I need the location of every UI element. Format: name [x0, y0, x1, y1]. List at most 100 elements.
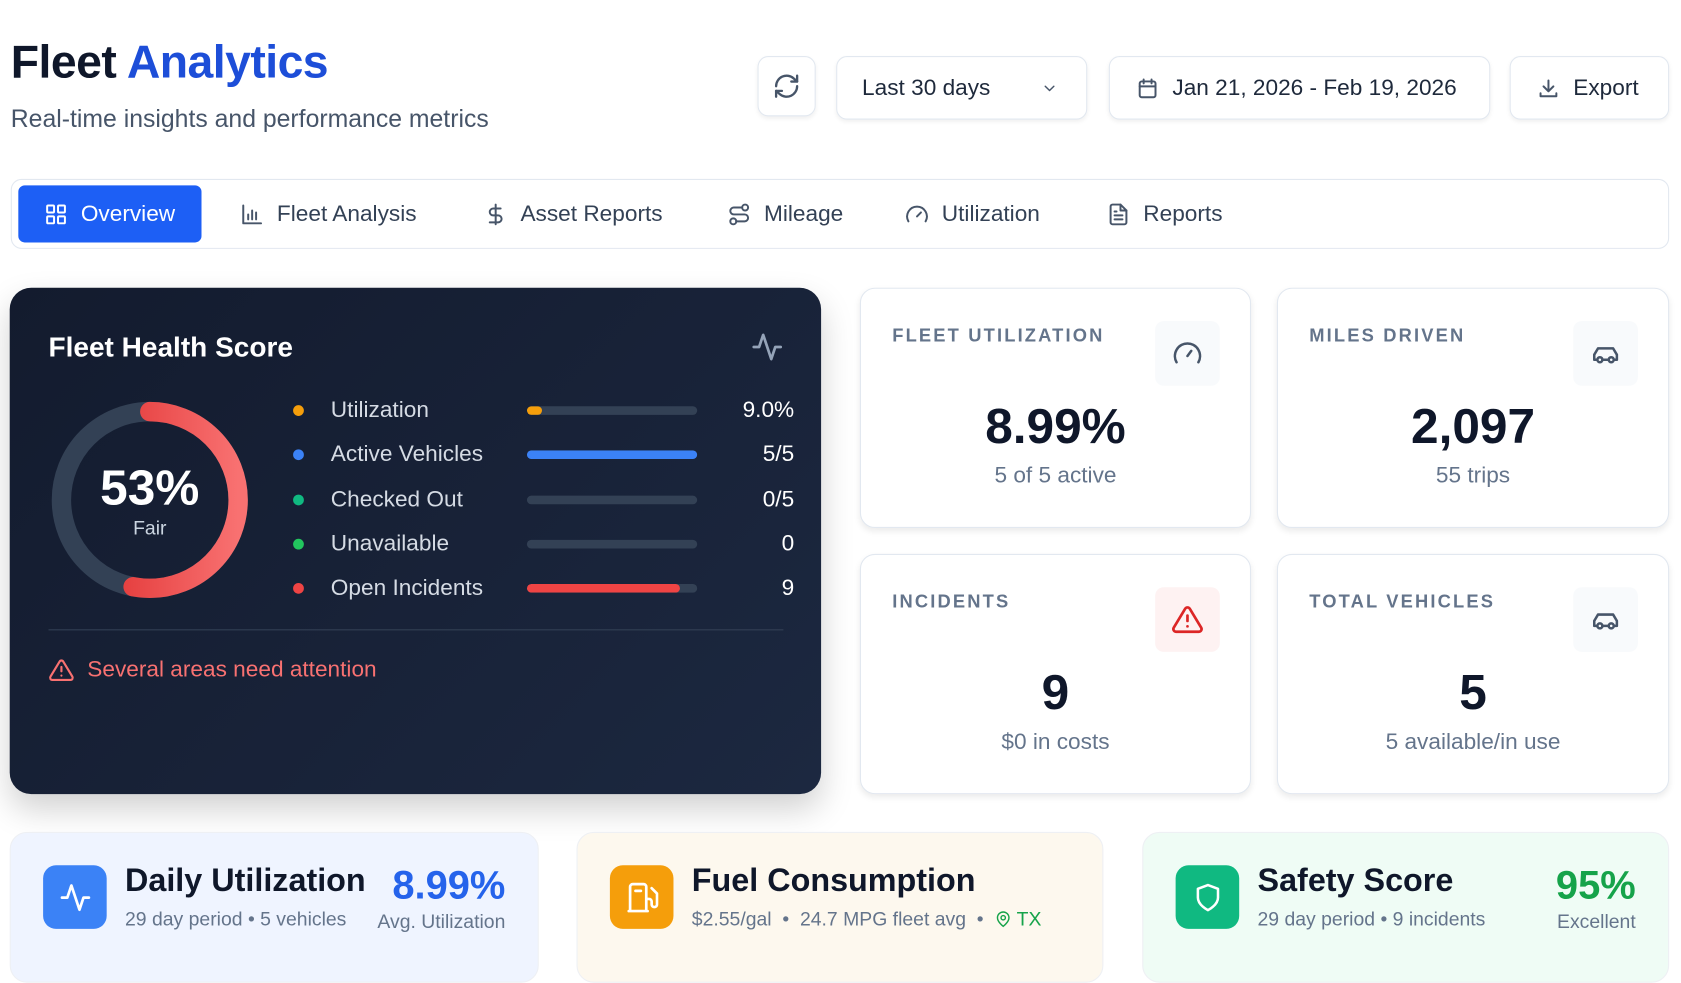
value-caption: Avg. Utilization: [377, 910, 506, 933]
safety-score-value: 95%: [1555, 863, 1636, 908]
activity-icon: [752, 333, 783, 361]
metric-value: 9.0%: [742, 397, 795, 423]
stat-label: TOTAL VEHICLES: [1309, 591, 1496, 613]
period: 29 day period: [1257, 908, 1376, 930]
stat-value: 8.99%: [985, 397, 1126, 454]
stat-card-incidents: INCIDENTS 9 $0 in costs: [859, 553, 1252, 795]
health-metric-row: Checked Out 0/5: [288, 483, 794, 515]
stat-value: 5: [1459, 663, 1487, 720]
health-metric-row: Active Vehicles 5/5: [288, 439, 794, 471]
metric-value: 9: [781, 575, 795, 601]
card-subtitle: $2.55/gal • 24.7 MPG fleet avg • TX: [691, 908, 1042, 930]
grid-icon: [46, 204, 66, 224]
car-icon: [1573, 321, 1638, 386]
daily-utilization-card[interactable]: Daily Utilization 29 day period • 5 vehi…: [9, 831, 539, 983]
tab-reports[interactable]: Reports: [1107, 185, 1223, 242]
metric-progress-bar: [526, 450, 698, 460]
car-icon: [1573, 587, 1638, 652]
bar-chart-icon: [242, 204, 263, 224]
status-dot: [293, 405, 304, 416]
tab-label: Fleet Analysis: [276, 200, 417, 226]
refresh-button[interactable]: [757, 56, 816, 117]
map-pin-icon: [996, 911, 1010, 928]
calendar-icon: [1138, 77, 1157, 98]
export-label: Export: [1573, 74, 1639, 100]
gauge-icon: [1155, 321, 1220, 386]
download-icon: [1539, 78, 1558, 97]
stat-value: 9: [1041, 663, 1070, 720]
tab-overview[interactable]: Overview: [18, 185, 201, 243]
stat-sub: 5 of 5 active: [994, 463, 1117, 489]
alert-triangle-icon: [1155, 587, 1220, 652]
stat-sub: 5 available/in use: [1385, 729, 1561, 755]
file-text-icon: [1109, 203, 1128, 225]
status-dot: [293, 494, 304, 505]
safety-score-card[interactable]: Safety Score 29 day period • 9 incidents…: [1142, 831, 1670, 983]
stat-label: INCIDENTS: [892, 591, 1011, 613]
location-text: TX: [1016, 908, 1042, 930]
vehicles: 5 vehicles: [260, 908, 347, 930]
tab-utilization[interactable]: Utilization: [905, 185, 1040, 242]
metric-label: Open Incidents: [330, 575, 484, 601]
stat-card-fleet-utilization: FLEET UTILIZATION 8.99% 5 of 5 active: [859, 287, 1252, 529]
metric-progress-fill: [526, 450, 698, 460]
health-metric-row: Unavailable 0: [288, 528, 794, 560]
stat-value: 2,097: [1410, 397, 1536, 454]
card-title: Daily Utilization: [124, 863, 366, 899]
stat-card-miles-driven: MILES DRIVEN 2,097 55 trips: [1276, 287, 1670, 529]
export-button[interactable]: Export: [1509, 56, 1670, 120]
metric-progress-fill: [526, 406, 543, 415]
tab-asset-reports[interactable]: Asset Reports: [484, 185, 663, 242]
metric-value: 0: [781, 531, 795, 556]
fuel-mpg: 24.7 MPG fleet avg: [799, 908, 967, 930]
date-range-select[interactable]: Last 30 days: [836, 56, 1088, 120]
metric-progress-bar: [526, 539, 698, 549]
activity-icon: [43, 865, 107, 929]
refresh-icon: [774, 74, 799, 98]
location: TX: [994, 908, 1041, 930]
stat-sub: $0 in costs: [1001, 729, 1110, 755]
stat-sub: 55 trips: [1435, 463, 1511, 489]
card-title: Fuel Consumption: [691, 863, 976, 899]
daily-utilization-value: 8.99%: [392, 863, 506, 908]
tab-bar: Overview Fleet Analysis Asset Reports Mi…: [10, 178, 1670, 249]
fuel-price: $2.55/gal: [691, 908, 772, 930]
status-dot: [293, 449, 304, 461]
alert-triangle-icon: [49, 659, 74, 682]
health-gauge: [51, 401, 248, 599]
metric-progress-bar: [526, 495, 698, 504]
metric-progress-fill: [526, 584, 681, 593]
card-subtitle: 29 day period • 5 vehicles: [124, 908, 347, 930]
metric-value: 5/5: [762, 442, 795, 467]
metric-value: 0/5: [762, 486, 795, 512]
incidents: 9 incidents: [1392, 908, 1486, 930]
metric-label: Unavailable: [330, 531, 450, 556]
chevron-down-icon: [1044, 84, 1055, 91]
date-range-text: Jan 21, 2026 - Feb 19, 2026: [1172, 74, 1457, 100]
tab-mileage[interactable]: Mileage: [727, 185, 843, 242]
health-rating: Fair: [133, 517, 167, 539]
metric-progress-bar: [526, 406, 698, 415]
fuel-icon: [609, 865, 674, 929]
title-part-1: Fleet: [10, 36, 117, 89]
tab-label: Overview: [80, 200, 176, 226]
gauge-arc: [51, 401, 248, 599]
health-alert: Several areas need attention: [48, 657, 377, 683]
tab-label: Utilization: [941, 200, 1040, 226]
gauge-icon: [906, 205, 928, 222]
metric-progress-bar: [526, 584, 698, 593]
divider: [48, 629, 784, 631]
health-score: 53%: [100, 459, 200, 516]
page-title: Fleet Analytics: [10, 36, 329, 90]
route-icon: [729, 203, 750, 225]
stat-label: FLEET UTILIZATION: [892, 325, 1105, 346]
tab-label: Mileage: [763, 200, 844, 226]
card-subtitle: 29 day period • 9 incidents: [1257, 908, 1486, 930]
tab-fleet-analysis[interactable]: Fleet Analysis: [240, 185, 417, 242]
date-picker-button[interactable]: Jan 21, 2026 - Feb 19, 2026: [1108, 56, 1491, 120]
fuel-consumption-card[interactable]: Fuel Consumption $2.55/gal • 24.7 MPG fl…: [576, 831, 1104, 983]
card-title: Safety Score: [1257, 863, 1454, 899]
stat-card-total-vehicles: TOTAL VEHICLES 5 5 available/in use: [1276, 553, 1670, 795]
metric-label: Utilization: [330, 397, 429, 423]
tab-label: Reports: [1143, 200, 1223, 226]
